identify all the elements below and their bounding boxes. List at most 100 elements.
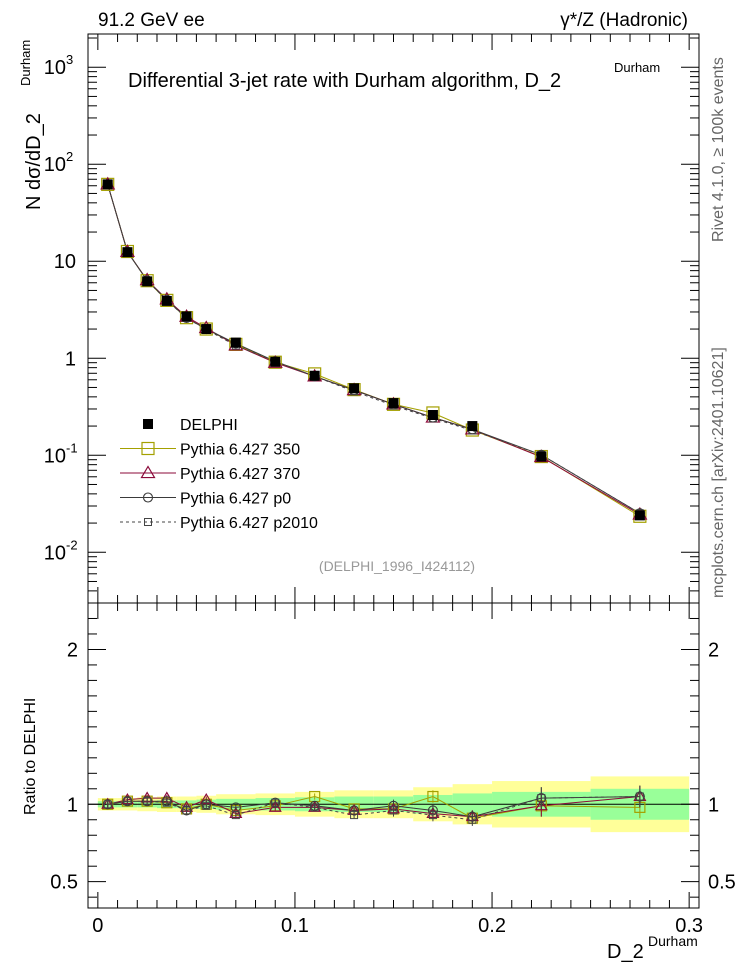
ratio-data-point (123, 797, 132, 806)
main-data-point (270, 356, 281, 367)
main-title: Differential 3-jet rate with Durham algo… (128, 70, 561, 92)
main-y-label-text: N dσ/dD_2 (23, 113, 45, 210)
main-y-tick-label: 10 2 (44, 149, 73, 176)
main-data-point (102, 179, 113, 190)
main-data-point (309, 370, 320, 381)
main-data-point (427, 410, 438, 421)
ratio-data-point (271, 798, 280, 807)
ratio-data-point (202, 801, 211, 810)
main-y-tick-exp: -2 (66, 537, 78, 552)
ratio-data-point (122, 796, 133, 807)
main-y-label-super: Durham (18, 40, 33, 86)
main-data-point (230, 337, 241, 348)
main-data-point (349, 383, 360, 394)
watermark: (DELPHI_1996_I424112) (319, 558, 475, 574)
legend-label: Pythia 6.427 p2010 (180, 515, 318, 532)
main-data-point (201, 324, 212, 335)
legend-item: Pythia 6.427 350 (120, 442, 300, 459)
main-series-line (107, 184, 641, 514)
ratio-y-tick-label: 0.5 (50, 872, 78, 894)
ratio-data-point (635, 792, 644, 801)
main-data-point (388, 398, 399, 409)
ratio-x-tick-label: 0.3 (675, 915, 703, 937)
main-data-point (181, 311, 192, 322)
main-series-line (107, 184, 641, 515)
main-y-tick-base: 10 (44, 154, 66, 176)
ratio-y-tick-label-right: 1 (708, 794, 719, 816)
ratio-data-point (534, 799, 548, 811)
main-data-point (161, 295, 172, 306)
ratio-y-label: Ratio to DELPHI (22, 698, 39, 815)
main-y-tick-base: 10 (54, 251, 76, 273)
legend-marker (140, 465, 156, 479)
ratio-data-point (537, 794, 546, 803)
main-title-super: Durham (614, 60, 660, 75)
legend-label: Pythia 6.427 p0 (180, 491, 291, 508)
main-y-tick-base: 10 (44, 445, 66, 467)
legend-item: DELPHI (143, 417, 238, 434)
main-y-tick-base: 10 (44, 542, 66, 564)
ratio-data-point (350, 811, 359, 820)
ratio-data-point (427, 790, 439, 803)
ratio-data-point (468, 815, 477, 824)
ratio-data-point (231, 811, 240, 820)
main-y-tick-base: 10 (44, 57, 66, 79)
main-data-point (536, 451, 547, 462)
main-y-tick-label: 10 -1 (44, 440, 78, 467)
main-series-line (107, 184, 641, 514)
main-y-tick-base: 1 (65, 348, 76, 370)
x-label-super: Durham (648, 933, 698, 949)
energy-label: 91.2 GeV ee (98, 10, 205, 31)
main-y-label: N dσ/dD_2 Durham (18, 40, 45, 210)
ratio-y-tick-label: 2 (67, 639, 78, 661)
ratio-data-point (270, 797, 281, 808)
mcplots-label: mcplots.cern.ch [arXiv:2401.10621] (710, 347, 727, 598)
ratio-y-tick-label-right: 0.5 (708, 872, 736, 894)
main-markers (100, 176, 648, 523)
main-data-point (467, 421, 478, 432)
legend-marker (144, 518, 152, 526)
main-y-tick-label: 10 (54, 251, 76, 273)
ratio-axes: 0.5 0.5 1 1 2 2 0 0.1 0.2 0.3 (50, 603, 736, 937)
ratio-data-point (142, 796, 153, 807)
legend-item: Pythia 6.427 p2010 (120, 515, 318, 532)
ratio-y-tick-label-right: 2 (708, 639, 719, 661)
main-y-tick-exp: 2 (66, 149, 73, 164)
legend-label: Pythia 6.427 370 (180, 466, 300, 483)
main-data-point (122, 247, 133, 258)
ratio-data-point (389, 806, 398, 815)
ratio-data-point (143, 797, 152, 806)
ratio-x-tick-label: 0.1 (281, 915, 309, 937)
main-y-tick-label: 10 -2 (44, 537, 78, 564)
main-y-tick-label: 1 (65, 348, 76, 370)
x-axis-label: D_2 Durham (607, 933, 698, 963)
legend-marker (141, 441, 155, 456)
ratio-data-point (182, 806, 191, 815)
legend: DELPHI Pythia 6.427 350 Pythia 6.427 370 Py… (120, 417, 318, 532)
main-y-tick-exp: -1 (66, 440, 78, 455)
ratio-markers (101, 785, 647, 826)
ratio-x-tick-label: 0.2 (478, 915, 506, 937)
ratio-data-point (102, 799, 113, 810)
ratio-data-point (428, 811, 437, 820)
ratio-y-tick-label: 1 (67, 794, 78, 816)
main-y-tick-label: 10 3 (44, 52, 73, 79)
ratio-data-point (310, 803, 319, 812)
legend-item: Pythia 6.427 p0 (120, 491, 291, 508)
process-label: γ*/Z (Hadronic) (560, 10, 688, 31)
main-data-point (634, 510, 645, 521)
legend-label: Pythia 6.427 350 (180, 442, 300, 459)
legend-item: Pythia 6.427 370 (120, 465, 300, 483)
main-data-point (199, 322, 213, 336)
legend-marker (142, 492, 154, 503)
ratio-panel-frame (87, 602, 700, 909)
ratio-data-point (181, 805, 192, 816)
ratio-x-tick-label: 0 (92, 915, 103, 937)
rivet-label: Rivet 4.1.0, ≥ 100k events (710, 57, 727, 242)
main-y-tick-exp: 3 (66, 52, 73, 67)
main-data-point (142, 276, 153, 287)
main-data-point (160, 293, 174, 307)
ratio-data-point (103, 800, 112, 809)
